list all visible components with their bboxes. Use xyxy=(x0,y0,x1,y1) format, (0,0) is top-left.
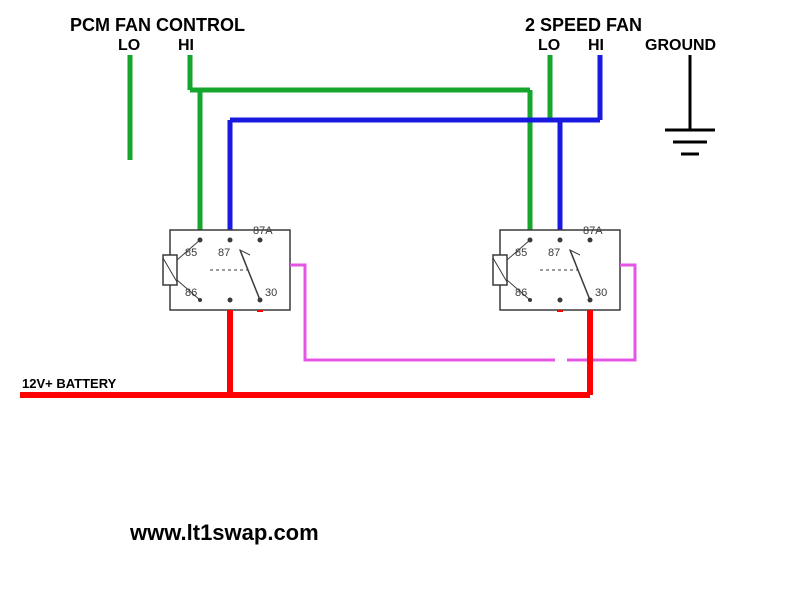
relay2-pin87: 87 xyxy=(548,247,560,259)
relay1-pin86: 86 xyxy=(185,287,197,299)
green-wires xyxy=(130,55,550,230)
relay2-pin86: 86 xyxy=(515,287,527,299)
ground-symbol xyxy=(665,55,715,154)
relay2-pin30: 30 xyxy=(595,287,607,299)
blue-wires xyxy=(230,55,600,230)
relay1-pin87: 87 xyxy=(218,247,230,259)
relay1-pin30: 30 xyxy=(265,287,277,299)
relay2-pin85: 85 xyxy=(515,247,527,259)
relay1-pin87a: 87A xyxy=(253,225,273,237)
relay-1: 85 86 87 87A 30 xyxy=(163,225,290,310)
relay2-pin87a: 87A xyxy=(583,225,603,237)
wiring-diagram: 85 86 87 87A 30 85 86 87 87A 30 xyxy=(0,0,800,600)
relay-2: 85 86 87 87A 30 xyxy=(493,225,620,310)
relay1-pin85: 85 xyxy=(185,247,197,259)
